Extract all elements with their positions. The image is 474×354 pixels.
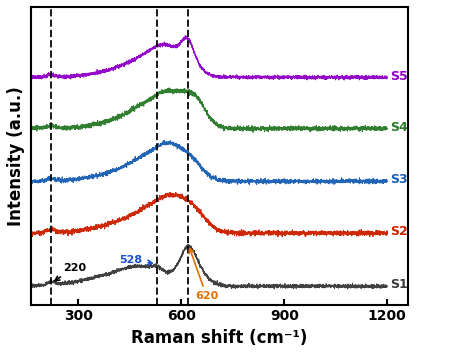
Y-axis label: Intensity (a.u.): Intensity (a.u.) bbox=[7, 86, 25, 225]
Text: 220: 220 bbox=[55, 263, 86, 281]
Text: S3: S3 bbox=[391, 173, 408, 187]
Text: S2: S2 bbox=[391, 225, 408, 238]
Text: 620: 620 bbox=[189, 249, 219, 301]
Text: S4: S4 bbox=[391, 121, 408, 133]
Text: S1: S1 bbox=[391, 279, 408, 291]
Text: S5: S5 bbox=[391, 69, 408, 82]
Text: 528: 528 bbox=[119, 255, 152, 265]
X-axis label: Raman shift (cm⁻¹): Raman shift (cm⁻¹) bbox=[131, 329, 307, 347]
